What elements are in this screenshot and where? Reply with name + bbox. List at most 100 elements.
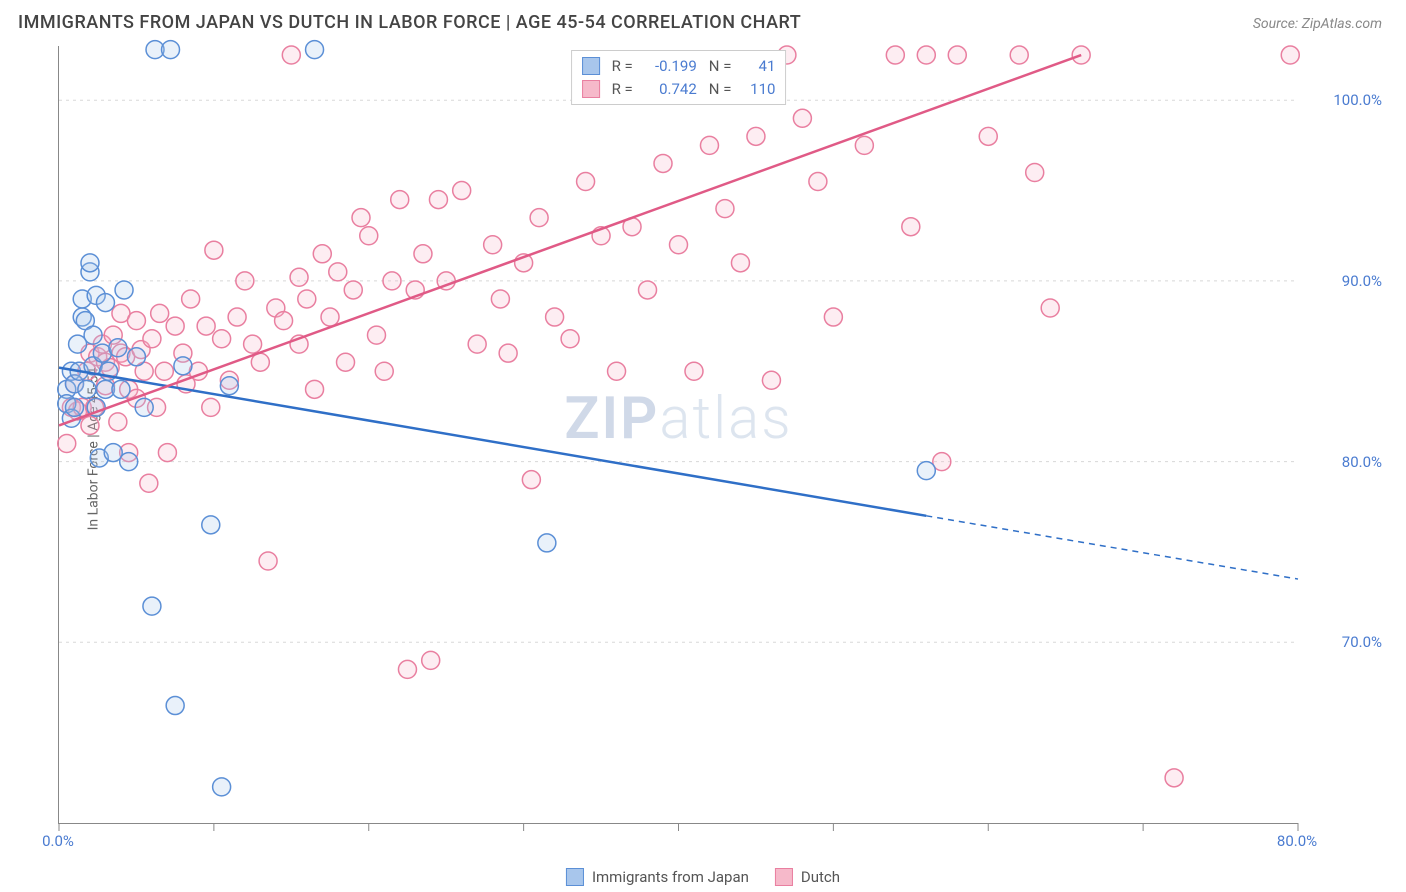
chart-area: In Labor Force | Age 45-54 ZIPatlas R = … bbox=[18, 46, 1388, 852]
data-point bbox=[205, 241, 223, 259]
legend-item: Immigrants from Japan bbox=[566, 868, 749, 886]
data-point bbox=[793, 109, 811, 127]
data-point bbox=[1165, 769, 1183, 787]
data-point bbox=[538, 534, 556, 552]
data-point bbox=[84, 326, 102, 344]
data-point bbox=[948, 46, 966, 64]
legend-stat-row: R = -0.199 N = 41 bbox=[582, 55, 776, 78]
data-point bbox=[112, 380, 130, 398]
data-point bbox=[855, 136, 873, 154]
data-point bbox=[202, 398, 220, 416]
data-point bbox=[762, 371, 780, 389]
data-point bbox=[731, 254, 749, 272]
data-point bbox=[685, 362, 703, 380]
data-point bbox=[639, 281, 657, 299]
data-point bbox=[577, 173, 595, 191]
data-point bbox=[259, 552, 277, 570]
data-point bbox=[499, 344, 517, 362]
data-point bbox=[468, 335, 486, 353]
data-point bbox=[1041, 299, 1059, 317]
data-point bbox=[429, 191, 447, 209]
data-point bbox=[886, 46, 904, 64]
data-point bbox=[306, 41, 324, 59]
legend-swatch bbox=[775, 868, 793, 886]
data-point bbox=[1072, 46, 1090, 64]
data-point bbox=[360, 227, 378, 245]
data-point bbox=[367, 326, 385, 344]
x-tick-label: 0.0% bbox=[42, 832, 74, 850]
data-point bbox=[670, 236, 688, 254]
data-point bbox=[398, 660, 416, 678]
data-point bbox=[236, 272, 254, 290]
data-point bbox=[530, 209, 548, 227]
data-point bbox=[809, 173, 827, 191]
data-point bbox=[747, 127, 765, 145]
data-point bbox=[120, 453, 138, 471]
data-point bbox=[608, 362, 626, 380]
data-point bbox=[902, 218, 920, 236]
data-point bbox=[484, 236, 502, 254]
data-point bbox=[197, 317, 215, 335]
data-point bbox=[824, 308, 842, 326]
data-point bbox=[329, 263, 347, 281]
r-label: R = bbox=[612, 55, 633, 78]
source-label: Source: ZipAtlas.com bbox=[1253, 16, 1382, 32]
data-point bbox=[143, 597, 161, 615]
data-point bbox=[422, 651, 440, 669]
data-point bbox=[109, 339, 127, 357]
data-point bbox=[174, 357, 192, 375]
y-axis-ticks: 70.0%80.0%90.0%100.0% bbox=[1302, 46, 1388, 824]
data-point bbox=[491, 290, 509, 308]
data-point bbox=[700, 136, 718, 154]
data-point bbox=[115, 281, 133, 299]
data-point bbox=[306, 380, 324, 398]
data-point bbox=[65, 398, 83, 416]
series-legend: Immigrants from Japan Dutch bbox=[566, 868, 840, 886]
correlation-legend: R = -0.199 N = 41 R = 0.742 N = 110 bbox=[571, 50, 787, 105]
data-point bbox=[979, 127, 997, 145]
data-point bbox=[127, 312, 145, 330]
legend-label: Dutch bbox=[801, 868, 840, 886]
data-point bbox=[1010, 46, 1028, 64]
data-point bbox=[78, 380, 96, 398]
data-point bbox=[561, 330, 579, 348]
r-value: 0.742 bbox=[641, 78, 697, 101]
scatter-svg bbox=[59, 46, 1298, 823]
data-point bbox=[213, 330, 231, 348]
n-value: 110 bbox=[739, 78, 775, 101]
data-point bbox=[155, 362, 173, 380]
data-point bbox=[654, 154, 672, 172]
data-point bbox=[140, 474, 158, 492]
regression-line-extrapolated bbox=[926, 516, 1298, 579]
data-point bbox=[81, 254, 99, 272]
y-tick-label: 70.0% bbox=[1342, 633, 1382, 651]
legend-swatch bbox=[582, 57, 600, 75]
data-point bbox=[282, 46, 300, 64]
n-label: N = bbox=[709, 78, 732, 101]
x-tick-label: 80.0% bbox=[1277, 832, 1317, 850]
n-label: N = bbox=[709, 55, 732, 78]
data-point bbox=[414, 245, 432, 263]
data-point bbox=[275, 312, 293, 330]
data-point bbox=[1026, 163, 1044, 181]
data-point bbox=[352, 209, 370, 227]
chart-header: IMMIGRANTS FROM JAPAN VS DUTCH IN LABOR … bbox=[0, 0, 1406, 39]
regression-line bbox=[59, 368, 926, 516]
y-tick-label: 80.0% bbox=[1342, 453, 1382, 471]
legend-stat-row: R = 0.742 N = 110 bbox=[582, 78, 776, 101]
data-point bbox=[917, 46, 935, 64]
data-point bbox=[96, 294, 114, 312]
data-point bbox=[375, 362, 393, 380]
regression-line bbox=[59, 55, 1081, 425]
data-point bbox=[151, 304, 169, 322]
data-point bbox=[58, 435, 76, 453]
data-point bbox=[81, 416, 99, 434]
data-point bbox=[109, 413, 127, 431]
data-point bbox=[391, 191, 409, 209]
r-value: -0.199 bbox=[641, 55, 697, 78]
data-point bbox=[453, 182, 471, 200]
data-point bbox=[220, 377, 238, 395]
legend-label: Immigrants from Japan bbox=[592, 868, 749, 886]
data-point bbox=[166, 697, 184, 715]
data-point bbox=[313, 245, 331, 263]
